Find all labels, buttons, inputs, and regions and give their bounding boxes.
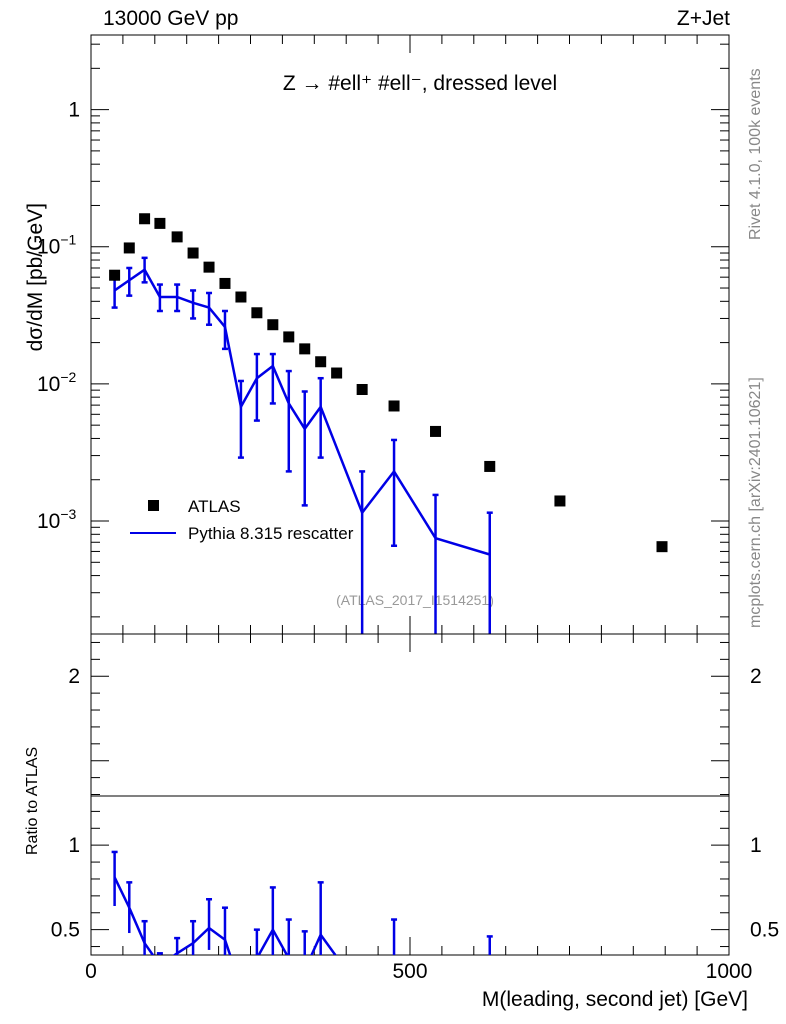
ratio-y-tick-label-right: 1 (750, 834, 762, 857)
atlas-data-point (109, 269, 121, 281)
legend-pythia-label: Pythia 8.315 rescatter (188, 524, 354, 543)
legend-atlas-label: ATLAS (188, 497, 241, 516)
ratio-axis-ticks (90, 634, 730, 955)
atlas-data-point (267, 319, 279, 331)
analysis-watermark: (ATLAS_2017_I1514251) (336, 592, 494, 608)
atlas-data-point (554, 495, 566, 507)
ratio-y-tick-label: 1 (68, 834, 80, 857)
main-y-axis-title: dσ/dM [pb/GeV] (24, 203, 47, 351)
atlas-data-point (356, 383, 368, 395)
main-panel: Z → #ell⁺ #ell⁻, dressed level dσ/dM [pb… (24, 34, 730, 635)
ratio-y-axis-title: Ratio to ATLAS (24, 747, 41, 855)
atlas-data-point (430, 425, 442, 437)
atlas-data-point (219, 277, 231, 289)
atlas-data-point (203, 261, 215, 273)
ratio-y-tick-label: 2 (68, 665, 80, 688)
atlas-data-point (388, 400, 400, 412)
x-axis-title: M(leading, second jet) [GeV] (482, 988, 748, 1011)
mcplots-citation: mcplots.cern.ch [arXiv:2401.10621] (747, 377, 764, 628)
main-y-tick-label: 10−1 (37, 232, 77, 259)
ratio-plot-area (111, 850, 493, 955)
ratio-y-tick-label-right: 2 (750, 665, 762, 688)
atlas-data-point (315, 356, 327, 368)
atlas-data-point (154, 217, 166, 229)
ratio-panel: Ratio to ATLAS 0.5 0.5 1 1 2 2 0 500 1000 M(lead… (24, 633, 779, 1011)
x-tick-label: 500 (392, 960, 427, 983)
legend: ATLAS Pythia 8.315 rescatter (130, 497, 354, 543)
header-left: 13000 GeV pp (103, 7, 238, 30)
mc-series-line (113, 267, 491, 556)
atlas-data-point (331, 367, 343, 379)
atlas-data-point (484, 460, 496, 472)
main-y-tick-label: 10−3 (37, 506, 77, 533)
atlas-data-point (283, 331, 295, 343)
atlas-data-point (187, 247, 199, 259)
atlas-data-point (235, 291, 247, 303)
x-tick-label: 0 (85, 960, 97, 983)
main-y-tick-label: 1 (68, 99, 80, 122)
atlas-data-point (251, 307, 263, 319)
main-y-tick-label: 10−2 (37, 369, 77, 396)
atlas-data-point (139, 213, 151, 225)
main-frame (90, 34, 730, 635)
ratio-tick-labels: 0.5 0.5 1 1 2 2 0 500 1000 (51, 665, 779, 983)
atlas-data-point (656, 541, 668, 553)
header-right: Z+Jet (677, 7, 730, 30)
ratio-series-line (113, 876, 337, 955)
main-axis-ticks (90, 35, 730, 634)
ratio-frame (90, 633, 730, 956)
main-title: Z → #ell⁺ #ell⁻, dressed level (283, 72, 557, 95)
ratio-y-tick-label-right: 0.5 (750, 919, 779, 942)
main-y-tick-labels: 1 10−1 10−2 10−3 (37, 99, 80, 533)
rivet-version-note: Rivet 4.1.0, 100k events (747, 68, 764, 240)
atlas-data-point (171, 231, 183, 243)
legend-atlas-marker (148, 500, 159, 511)
atlas-data-point (299, 343, 311, 355)
x-tick-label: 1000 (706, 960, 753, 983)
atlas-data-point (123, 242, 135, 254)
ratio-y-tick-label: 0.5 (51, 919, 80, 942)
